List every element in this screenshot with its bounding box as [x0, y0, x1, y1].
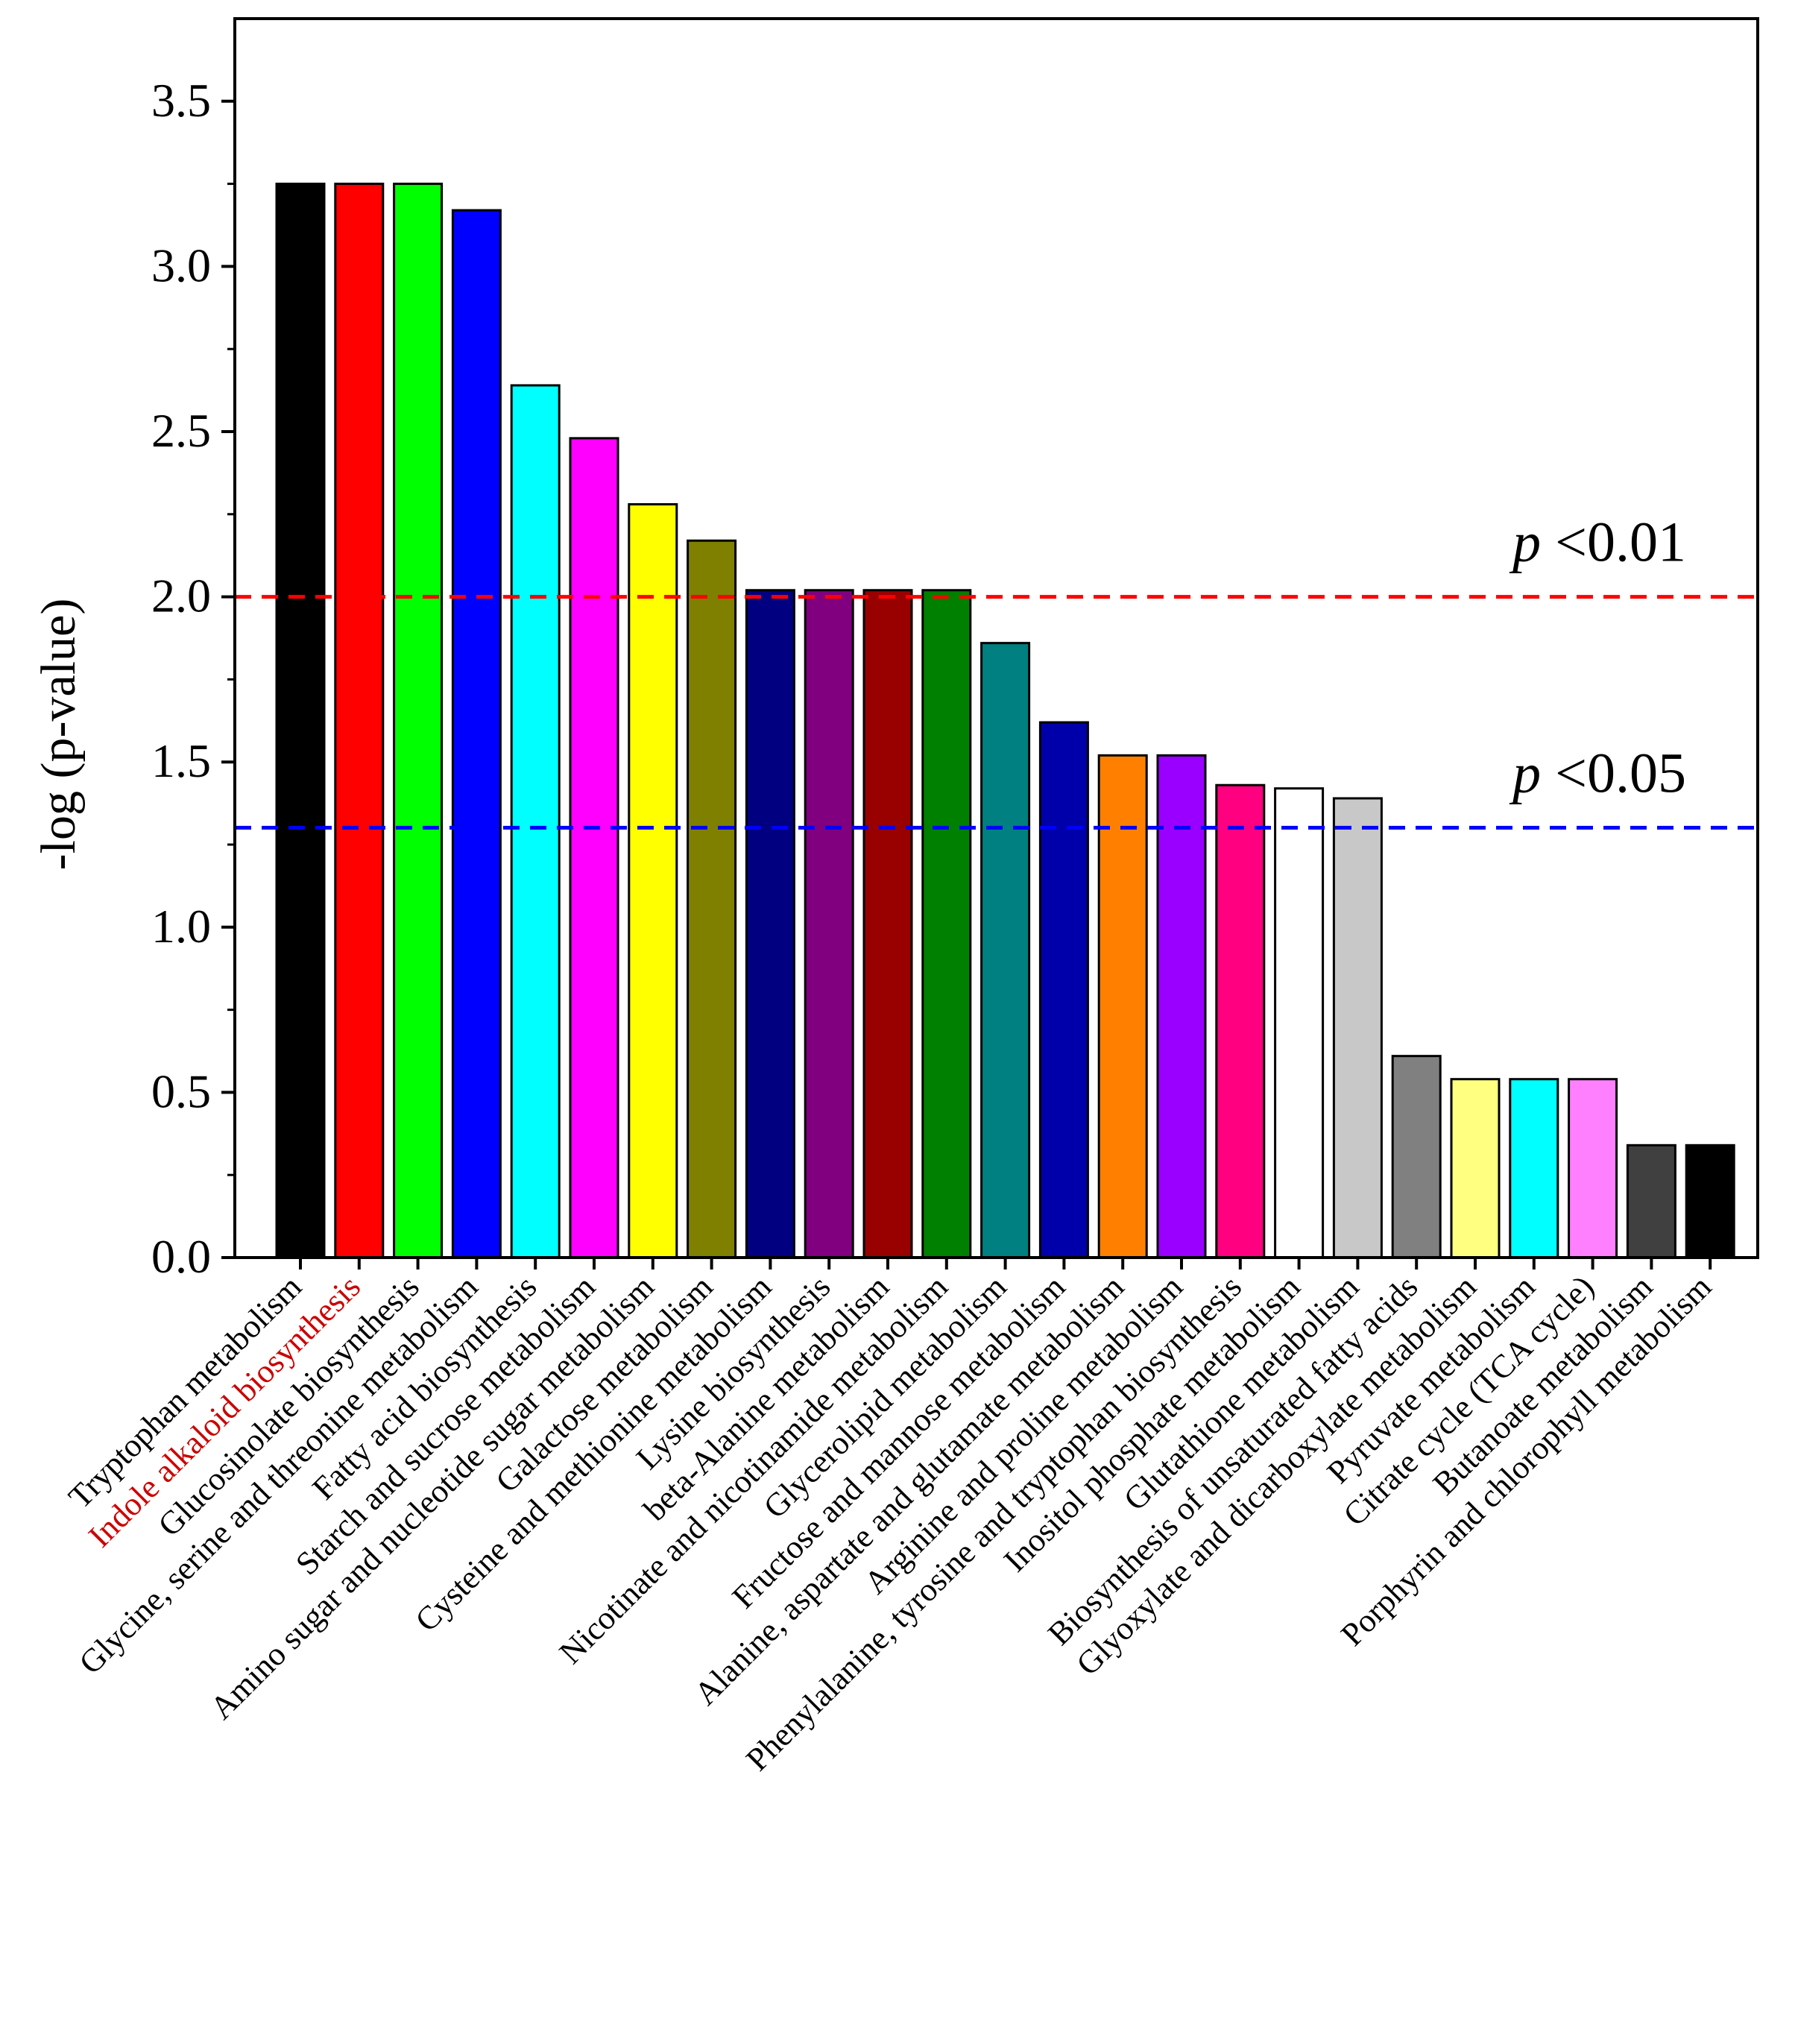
bar: [451, 209, 502, 1259]
bar: [804, 589, 854, 1259]
bar: [1568, 1078, 1618, 1259]
bar: [1156, 754, 1207, 1259]
plot-frame: [233, 17, 1759, 1259]
bar: [1332, 797, 1383, 1259]
bar: [1626, 1144, 1676, 1259]
y-tick-label: 1.5: [151, 734, 211, 787]
p-symbol: p: [1509, 511, 1541, 574]
y-tick-label: 2.0: [151, 570, 211, 622]
bar: [1038, 721, 1089, 1259]
y-axis: 0.0 0.5 1.0 1.5 2.0 2.5 3.0 3.5: [151, 74, 235, 1283]
bar: [862, 589, 913, 1259]
bar: [393, 183, 444, 1259]
y-tick-label: 3.5: [151, 74, 211, 127]
y-tick-label: 2.5: [151, 404, 211, 457]
bar: [980, 642, 1031, 1259]
bar: [745, 589, 795, 1259]
bar: [1391, 1055, 1442, 1259]
threshold-text: <0.01: [1541, 511, 1686, 574]
bar: [275, 183, 326, 1259]
bar: [1685, 1144, 1735, 1259]
y-axis-label: -log (p-value): [31, 599, 86, 871]
bar: [1274, 787, 1325, 1259]
y-tick-label: 0.5: [151, 1064, 211, 1117]
threshold-text: <0.05: [1541, 742, 1686, 804]
bar: [1509, 1078, 1559, 1259]
reference-line-label: p <0.05: [1509, 742, 1686, 804]
bar: [1097, 754, 1148, 1259]
y-tick-label: 1.0: [151, 900, 211, 953]
bar: [921, 589, 972, 1259]
bars-group: [275, 183, 1735, 1259]
bar: [628, 503, 678, 1259]
p-symbol: p: [1509, 742, 1541, 804]
bar: [334, 183, 385, 1259]
bar: [1450, 1078, 1501, 1259]
y-tick-label: 0.0: [151, 1230, 211, 1283]
bar: [1215, 783, 1266, 1259]
bar: [569, 437, 619, 1259]
y-tick-label: 3.0: [151, 239, 211, 291]
reference-line-label: p <0.01: [1509, 511, 1686, 574]
bar: [687, 539, 737, 1259]
bar: [510, 384, 561, 1259]
reference-lines-group: p <0.01p <0.05: [235, 511, 1758, 830]
